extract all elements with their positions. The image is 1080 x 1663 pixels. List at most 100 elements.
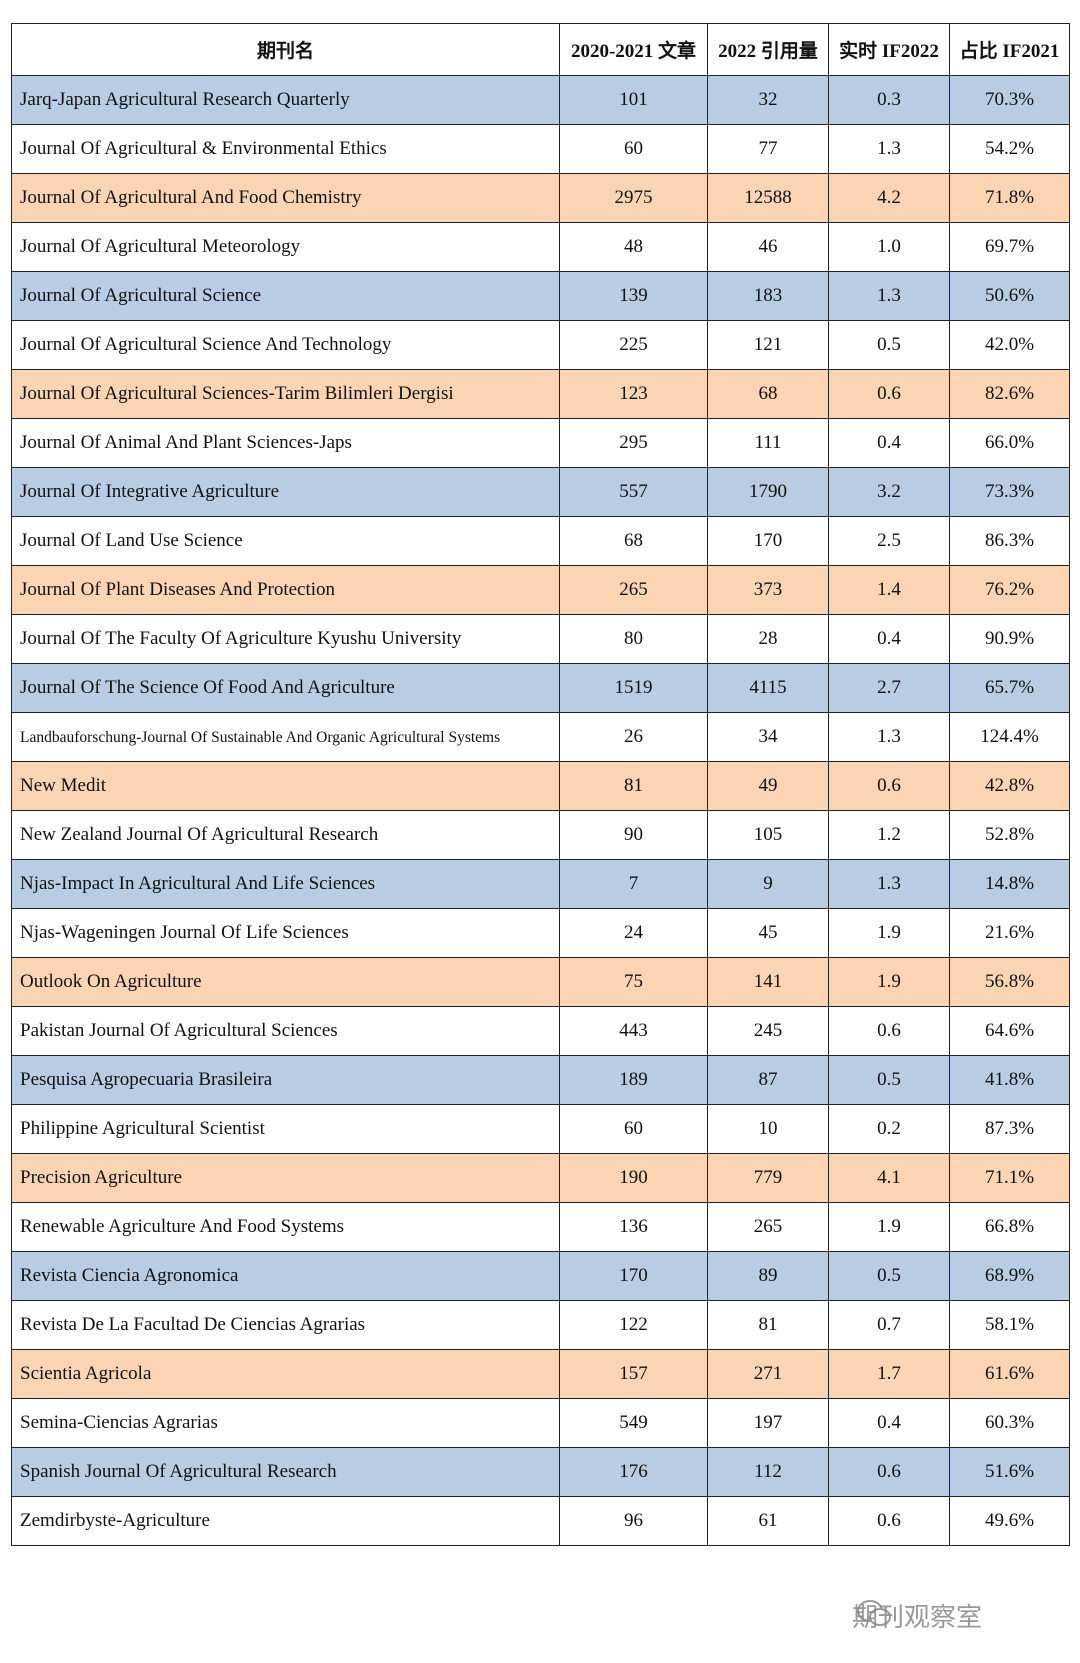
cell: 1.0 — [828, 222, 950, 272]
cell: 0.5 — [828, 1251, 950, 1301]
cell: 0.4 — [828, 1398, 950, 1448]
table-row: Semina-Ciencias Agrarias 549 197 0.4 60.3% — [11, 1398, 1070, 1448]
cell: 66.8% — [949, 1202, 1070, 1252]
table-row: Journal Of Agricultural Science And Tech… — [11, 320, 1070, 370]
journal-name: Njas-Wageningen Journal Of Life Sciences — [11, 908, 560, 958]
header-cell: 2020-2021 文章 — [559, 23, 708, 76]
cell: 64.6% — [949, 1006, 1070, 1056]
cell: 52.8% — [949, 810, 1070, 860]
cell: 68 — [559, 516, 708, 566]
cell: 189 — [559, 1055, 708, 1105]
cell: 197 — [707, 1398, 829, 1448]
cell: 295 — [559, 418, 708, 468]
cell: 2.5 — [828, 516, 950, 566]
table-row: Journal Of Agricultural Sciences-Tarim B… — [11, 369, 1070, 419]
cell: 77 — [707, 124, 829, 174]
table-row: Journal Of Agricultural Meteorology 48 46 1… — [11, 222, 1070, 272]
cell: 2975 — [559, 173, 708, 223]
cell: 4.2 — [828, 173, 950, 223]
cell: 58.1% — [949, 1300, 1070, 1350]
journal-name: Scientia Agricola — [11, 1349, 560, 1399]
journal-name: Journal Of The Faculty Of Agriculture Ky… — [11, 614, 560, 664]
header-cell: 2022 引用量 — [707, 23, 829, 76]
cell: 96 — [559, 1496, 708, 1546]
table-row: Outlook On Agriculture 75 141 1.9 56.8% — [11, 957, 1070, 1007]
journal-name: Journal Of Agricultural & Environmental … — [11, 124, 560, 174]
journal-name: New Medit — [11, 761, 560, 811]
cell: 1.9 — [828, 908, 950, 958]
cell: 123 — [559, 369, 708, 419]
cell: 48 — [559, 222, 708, 272]
journal-name: Philippine Agricultural Scientist — [11, 1104, 560, 1154]
cell: 86.3% — [949, 516, 1070, 566]
cell: 245 — [707, 1006, 829, 1056]
cell: 60.3% — [949, 1398, 1070, 1448]
cell: 1790 — [707, 467, 829, 517]
header-cell: 占比 IF2021 — [949, 23, 1070, 76]
journal-name: New Zealand Journal Of Agricultural Rese… — [11, 810, 560, 860]
journal-name: Revista Ciencia Agronomica — [11, 1251, 560, 1301]
table-row: Philippine Agricultural Scientist 60 10 0.2… — [11, 1104, 1070, 1154]
cell: 2.7 — [828, 663, 950, 713]
table-row: Journal Of Animal And Plant Sciences-Jap… — [11, 418, 1070, 468]
cell: 170 — [707, 516, 829, 566]
table-row: Journal Of The Science Of Food And Agric… — [11, 663, 1070, 713]
cell: 549 — [559, 1398, 708, 1448]
cell: 0.3 — [828, 75, 950, 125]
table-row: New Medit 81 49 0.6 42.8% — [11, 761, 1070, 811]
cell: 71.8% — [949, 173, 1070, 223]
journal-name: Pesquisa Agropecuaria Brasileira — [11, 1055, 560, 1105]
table-row: Journal Of The Faculty Of Agriculture Ky… — [11, 614, 1070, 664]
table-row: Pakistan Journal Of Agricultural Science… — [11, 1006, 1070, 1056]
cell: 443 — [559, 1006, 708, 1056]
table-row: Scientia Agricola 157 271 1.7 61.6% — [11, 1349, 1070, 1399]
cell: 0.7 — [828, 1300, 950, 1350]
cell: 73.3% — [949, 467, 1070, 517]
watermark: 期刊观察室 — [851, 1603, 982, 1633]
cell: 0.6 — [828, 369, 950, 419]
journal-name: Journal Of Integrative Agriculture — [11, 467, 560, 517]
cell: 70.3% — [949, 75, 1070, 125]
cell: 61.6% — [949, 1349, 1070, 1399]
cell: 51.6% — [949, 1447, 1070, 1497]
cell: 170 — [559, 1251, 708, 1301]
cell: 10 — [707, 1104, 829, 1154]
cell: 0.6 — [828, 1496, 950, 1546]
journal-name: Journal Of Agricultural Meteorology — [11, 222, 560, 272]
cell: 122 — [559, 1300, 708, 1350]
cell: 1.3 — [828, 271, 950, 321]
journal-name: Renewable Agriculture And Food Systems — [11, 1202, 560, 1252]
cell: 45 — [707, 908, 829, 958]
cell: 0.5 — [828, 1055, 950, 1105]
cell: 68 — [707, 369, 829, 419]
cell: 141 — [707, 957, 829, 1007]
journal-name: Journal Of Land Use Science — [11, 516, 560, 566]
journal-name: Zemdirbyste-Agriculture — [11, 1496, 560, 1546]
table-row: Njas-Wageningen Journal Of Life Sciences… — [11, 908, 1070, 958]
cell: 68.9% — [949, 1251, 1070, 1301]
cell: 49.6% — [949, 1496, 1070, 1546]
cell: 1.3 — [828, 859, 950, 909]
cell: 28 — [707, 614, 829, 664]
journal-name: Semina-Ciencias Agrarias — [11, 1398, 560, 1448]
cell: 69.7% — [949, 222, 1070, 272]
cell: 1.9 — [828, 957, 950, 1007]
cell: 0.6 — [828, 1006, 950, 1056]
cell: 1.7 — [828, 1349, 950, 1399]
table-row: Journal Of Land Use Science 68 170 2.5 86.3% — [11, 516, 1070, 566]
cell: 54.2% — [949, 124, 1070, 174]
table-row: Journal Of Agricultural Science 139 183 1.3… — [11, 271, 1070, 321]
cell: 90 — [559, 810, 708, 860]
journal-name: Journal Of Animal And Plant Sciences-Jap… — [11, 418, 560, 468]
cell: 124.4% — [949, 712, 1070, 762]
journal-name: Journal Of Plant Diseases And Protection — [11, 565, 560, 615]
cell: 176 — [559, 1447, 708, 1497]
cell: 1.2 — [828, 810, 950, 860]
cell: 190 — [559, 1153, 708, 1203]
cell: 87 — [707, 1055, 829, 1105]
cell: 271 — [707, 1349, 829, 1399]
cell: 60 — [559, 1104, 708, 1154]
cell: 557 — [559, 467, 708, 517]
journal-name: Journal Of The Science Of Food And Agric… — [11, 663, 560, 713]
table-row: Journal Of Agricultural And Food Chemist… — [11, 173, 1070, 223]
